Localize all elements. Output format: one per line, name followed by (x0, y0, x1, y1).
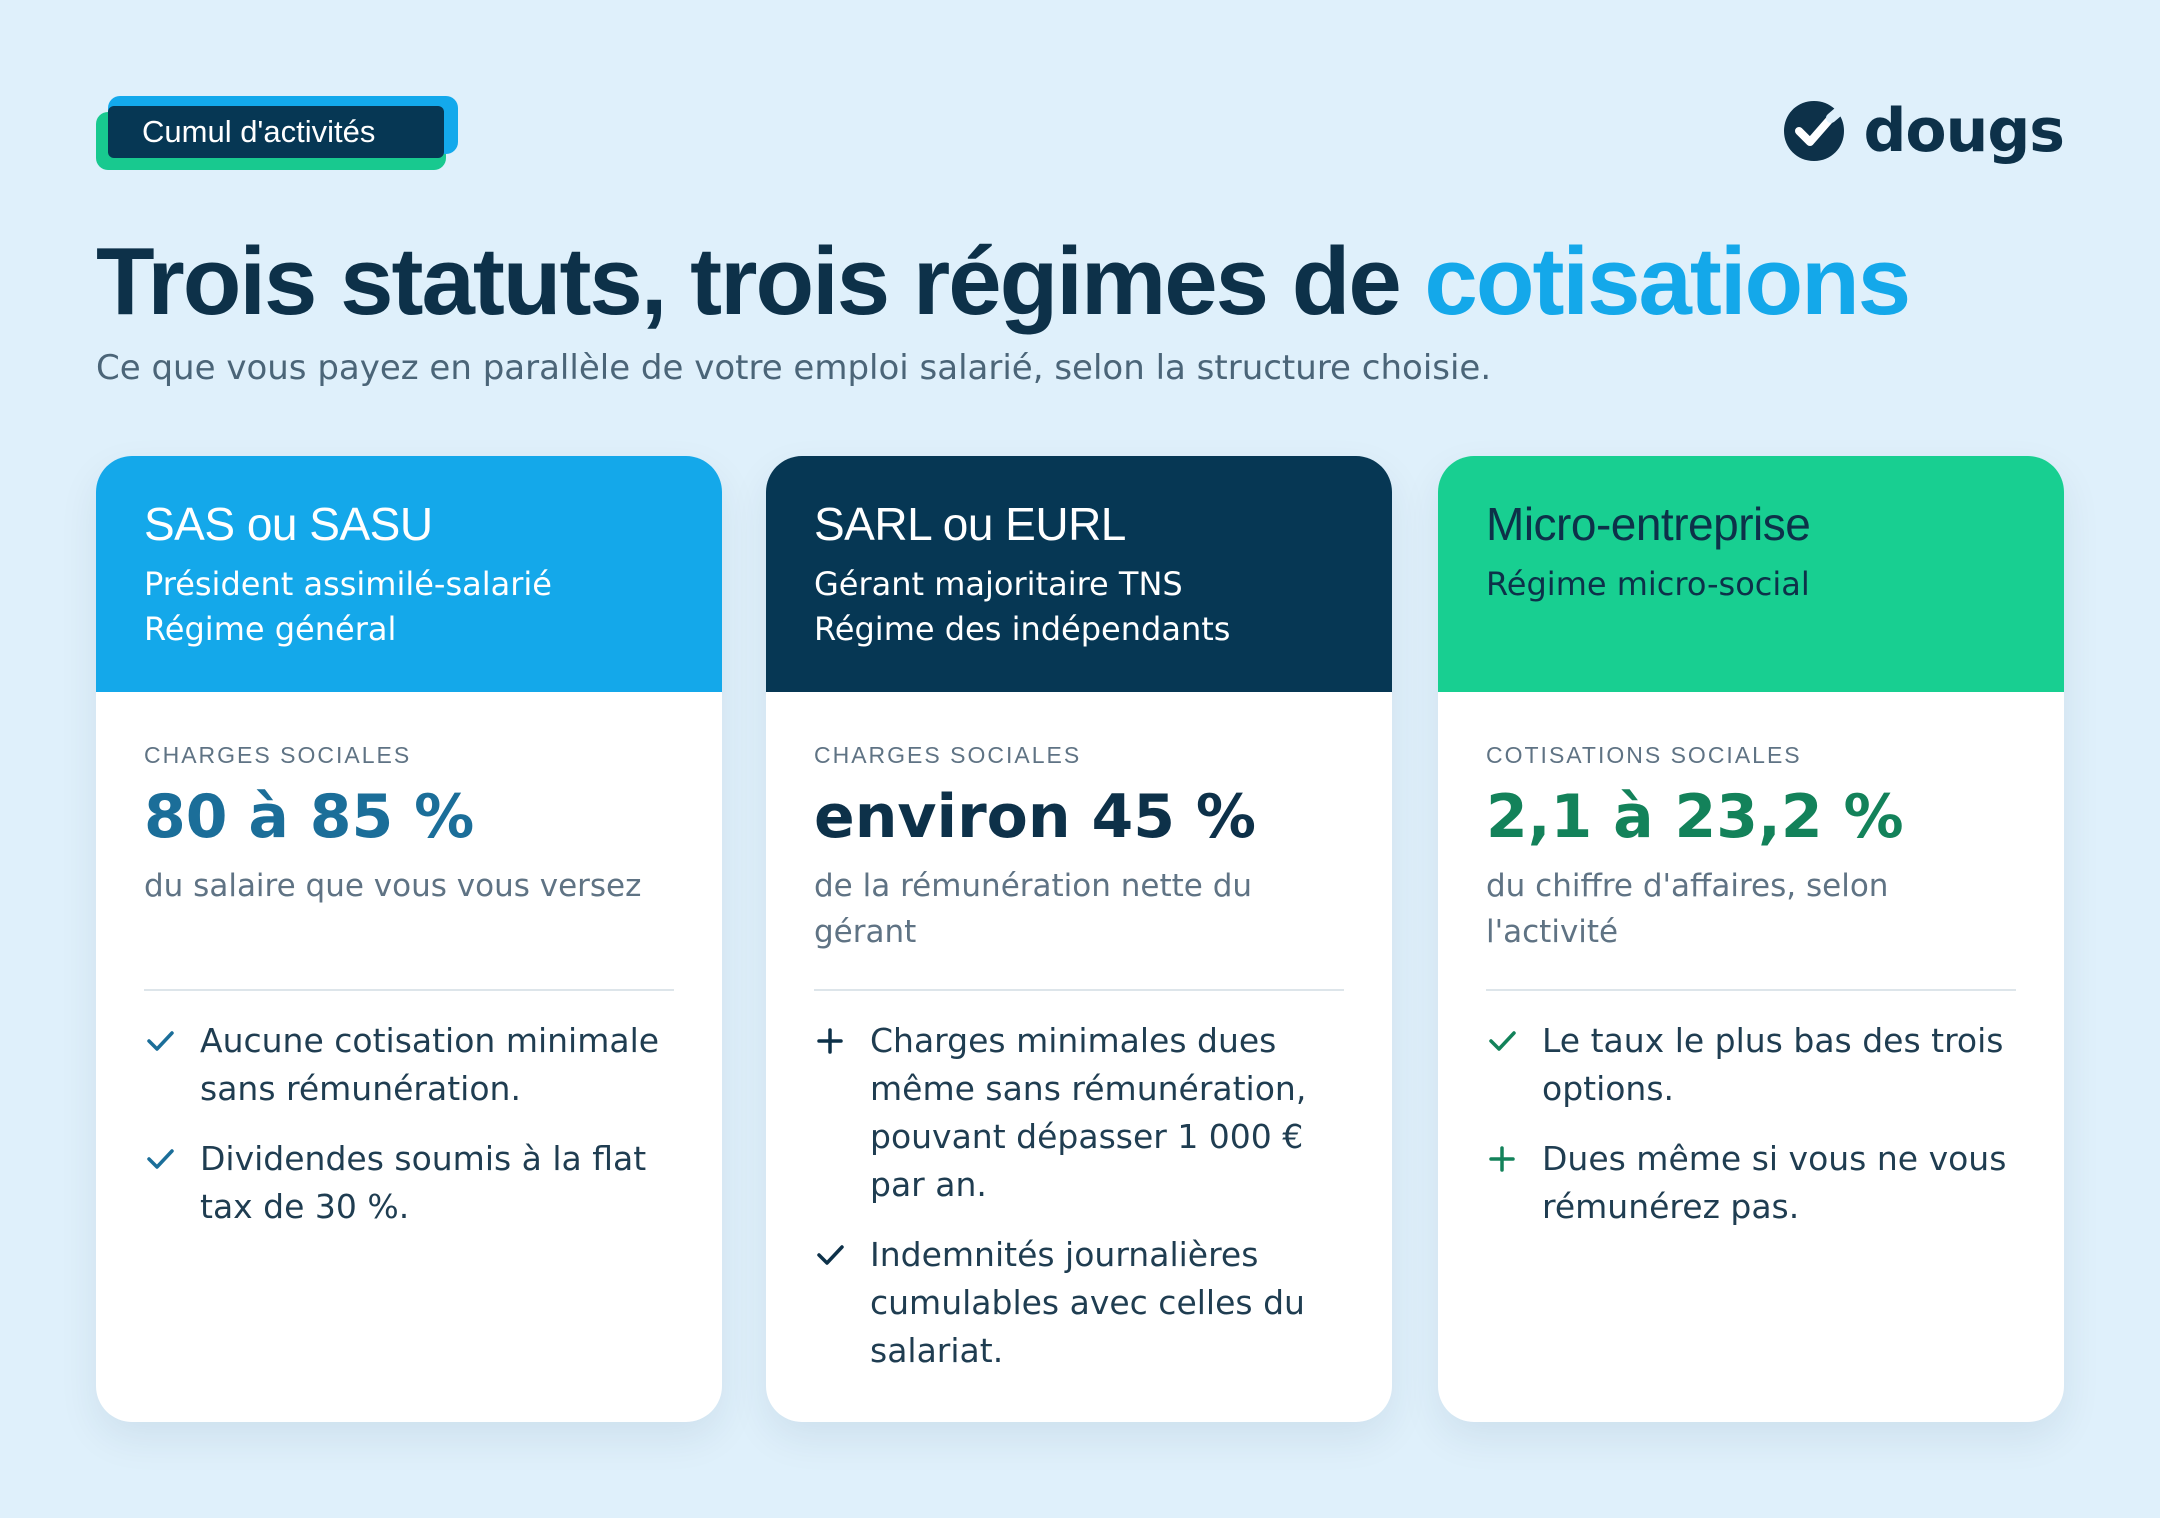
point-text: Charges minimales dues même sans rémunér… (870, 1021, 1307, 1204)
card-body: CHARGES SOCIALES environ 45 % de la rému… (766, 692, 1392, 1375)
card-subtitle-line: Président assimilé-salarié (144, 565, 552, 603)
point-text: Dues même si vous ne vous rémunérez pas. (1542, 1139, 2007, 1226)
card-subtitle: Président assimilé-salarié Régime généra… (144, 562, 674, 652)
metric-description: du salaire que vous vous versez (144, 868, 642, 904)
check-icon (144, 1017, 176, 1065)
list-item: Charges minimales dues même sans rémunér… (814, 1017, 1344, 1209)
list-item: Dues même si vous ne vous rémunérez pas. (1486, 1135, 2016, 1231)
points-list: Le taux le plus bas des trois options. D… (1486, 1017, 2016, 1231)
card-header: Micro-entreprise Régime micro-social (1438, 456, 2064, 692)
card-sarl: SARL ou EURL Gérant majoritaire TNS Régi… (766, 456, 1392, 1422)
status-cards: SAS ou SASU Président assimilé-salarié R… (96, 456, 2064, 1422)
check-icon (1486, 1017, 1518, 1065)
metric-description: du chiffre d'affaires, selon l'activité (1486, 868, 1889, 950)
card-header: SAS ou SASU Président assimilé-salarié R… (96, 456, 722, 692)
card-subtitle-line: Régime des indépendants (814, 610, 1231, 648)
card-body: COTISATIONS SOCIALES 2,1 à 23,2 % du chi… (1438, 692, 2064, 1231)
point-text: Indemnités journalières cumulables avec … (870, 1235, 1305, 1370)
page-subtitle: Ce que vous payez en parallèle de votre … (96, 348, 1492, 388)
category-tag: Cumul d'activités (96, 96, 458, 170)
page-title: Trois statuts, trois régimes de cotisati… (96, 222, 1911, 342)
points-list: Aucune cotisation minimale sans rémunéra… (144, 1017, 674, 1231)
points-list: Charges minimales dues même sans rémunér… (814, 1017, 1344, 1375)
card-subtitle-line: Gérant majoritaire TNS (814, 565, 1183, 603)
list-item: Le taux le plus bas des trois options. (1486, 1017, 2016, 1113)
card-subtitle-line: Régime micro-social (1486, 565, 1810, 603)
tag-label: Cumul d'activités (108, 106, 444, 158)
list-item: Indemnités journalières cumulables avec … (814, 1231, 1344, 1375)
metric-label: COTISATIONS SOCIALES (1486, 742, 1802, 768)
list-item: Dividendes soumis à la flat tax de 30 %. (144, 1135, 674, 1231)
card-title: SARL ou EURL (814, 498, 1126, 550)
card-subtitle: Régime micro-social (1486, 562, 2016, 607)
list-item: Aucune cotisation minimale sans rémunéra… (144, 1017, 674, 1113)
plus-icon (1486, 1135, 1518, 1183)
point-text: Aucune cotisation minimale sans rémunéra… (200, 1021, 660, 1108)
divider (144, 989, 674, 991)
card-subtitle: Gérant majoritaire TNS Régime des indépe… (814, 562, 1344, 652)
title-accent: cotisations (1424, 228, 1911, 335)
metric-value: environ 45 % (814, 782, 1257, 852)
divider (1486, 989, 2016, 991)
card-sas: SAS ou SASU Président assimilé-salarié R… (96, 456, 722, 1422)
metric-description: de la rémunération nette du gérant (814, 868, 1253, 950)
card-subtitle-line: Régime général (144, 610, 397, 648)
card-body: CHARGES SOCIALES 80 à 85 % du salaire qu… (96, 692, 722, 1231)
metric-label: CHARGES SOCIALES (144, 742, 412, 768)
check-circle-icon (1784, 101, 1848, 161)
card-title: Micro-entreprise (1486, 498, 1811, 550)
card-title: SAS ou SASU (144, 498, 433, 550)
check-icon (814, 1231, 846, 1279)
check-icon (144, 1135, 176, 1183)
plus-icon (814, 1017, 846, 1065)
brand-logo: dougs (1781, 96, 2065, 166)
divider (814, 989, 1344, 991)
title-main: Trois statuts, trois régimes de (96, 228, 1425, 335)
card-micro: Micro-entreprise Régime micro-social COT… (1438, 456, 2064, 1422)
point-text: Le taux le plus bas des trois options. (1542, 1021, 2004, 1108)
brand-name: dougs (1863, 96, 2065, 166)
card-header: SARL ou EURL Gérant majoritaire TNS Régi… (766, 456, 1392, 692)
metric-label: CHARGES SOCIALES (814, 742, 1082, 768)
point-text: Dividendes soumis à la flat tax de 30 %. (200, 1139, 647, 1226)
metric-value: 80 à 85 % (144, 782, 475, 852)
metric-value: 2,1 à 23,2 % (1486, 782, 1904, 852)
